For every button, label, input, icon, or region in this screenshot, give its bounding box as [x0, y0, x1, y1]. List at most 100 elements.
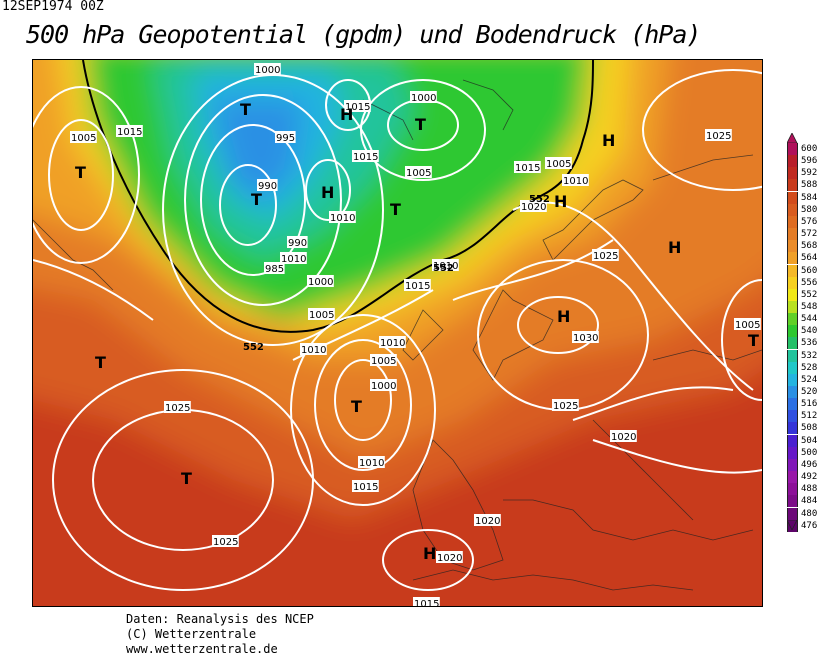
legend-value: 496 — [801, 459, 818, 470]
isobar-label: 1015 — [345, 102, 370, 113]
isobar-label: 1025 — [593, 251, 618, 262]
isobar-label: 1025 — [706, 131, 731, 142]
isobar-label: 1010 — [433, 261, 458, 272]
legend-swatch — [787, 386, 798, 398]
isobar-label-bg — [514, 161, 541, 173]
low-pressure-center: T — [75, 163, 86, 182]
isobar-label-bg — [592, 249, 619, 261]
isobar-label: 990 — [258, 181, 277, 192]
isobar-label-bg — [352, 150, 379, 162]
isobar-label: 1020 — [437, 553, 462, 564]
isobar-label: 1010 — [563, 176, 588, 187]
legend-value: 528 — [801, 362, 818, 373]
isobar-label: 1000 — [411, 93, 436, 104]
legend-value: 488 — [801, 484, 818, 495]
isobar-label-bg — [70, 131, 97, 143]
legend-value: 560 — [801, 265, 818, 276]
legend-value: 536 — [801, 338, 818, 349]
isobar-label: 1000 — [371, 381, 396, 392]
isobar-label-bg — [264, 262, 285, 274]
isobar-label: 1015 — [405, 281, 430, 292]
low-pressure-center: T — [415, 115, 426, 134]
isobar-label-bg — [358, 456, 385, 468]
legend-swatch — [787, 300, 798, 313]
legend-value: 544 — [801, 314, 818, 325]
isobar-label: 1015 — [414, 599, 439, 606]
legend-value: 592 — [801, 168, 818, 179]
isobar-label: 1000 — [255, 65, 280, 76]
isobar-label-bg — [404, 279, 431, 291]
credit-copyright: (C) Wetterzentrale — [126, 627, 257, 641]
isobar-label-bg — [212, 535, 239, 547]
legend-swatch — [787, 434, 798, 447]
isobar-label-bg — [370, 354, 397, 366]
legend-swatch — [787, 228, 798, 241]
isobar-label: 1005 — [71, 133, 96, 144]
isobar-label-bg — [116, 125, 143, 137]
low-pressure-center: T — [390, 200, 401, 219]
isobar-label: 990 — [288, 238, 307, 249]
isobar-label: 1010 — [380, 338, 405, 349]
isobar-label: 1005 — [371, 356, 396, 367]
isobar-label: 1020 — [521, 202, 546, 213]
isobar-label: 995 — [276, 133, 295, 144]
legend-swatch — [787, 179, 798, 192]
low-pressure-center: T — [351, 397, 362, 416]
isobar-label-bg — [280, 252, 307, 264]
isobar-label-bg — [413, 597, 440, 606]
high-pressure-center: H — [554, 192, 567, 211]
isobar-label: 1015 — [353, 152, 378, 163]
isobar-label: 1005 — [546, 159, 571, 170]
high-pressure-center: H — [340, 105, 353, 124]
legend-value: 556 — [801, 277, 818, 288]
isobar-label-bg — [705, 129, 732, 141]
legend-swatch — [787, 349, 798, 362]
legend-value: 476 — [801, 520, 818, 531]
isobar-label-bg — [545, 157, 572, 169]
high-pressure-center: H — [321, 183, 334, 202]
legend-value: 548 — [801, 301, 818, 312]
legend-swatch — [787, 410, 798, 423]
isobar-label-bg — [275, 131, 296, 143]
legend-value: 584 — [801, 192, 818, 203]
legend-swatch — [787, 471, 798, 484]
isobar-label: 985 — [265, 264, 284, 275]
isobars — [33, 69, 762, 591]
isobar-label: 1025 — [553, 401, 578, 412]
isobar-label: 1005 — [406, 168, 431, 179]
legend-value: 600 — [801, 144, 818, 154]
data-credits: Daten: Reanalysis des NCEP (C) Wetterzen… — [126, 612, 314, 657]
isobar-label: 1010 — [359, 458, 384, 469]
isobar-label: 1025 — [165, 403, 190, 414]
legend-value: 588 — [801, 180, 818, 191]
legend-value: 568 — [801, 241, 818, 252]
high-pressure-center: H — [557, 307, 570, 326]
legend-top-arrow — [787, 133, 798, 143]
legend-swatch — [787, 252, 798, 265]
credit-source: Daten: Reanalysis des NCEP — [126, 612, 314, 626]
legend-swatch — [787, 398, 798, 411]
isobar-label: 1020 — [611, 432, 636, 443]
map-date: 12SEP1974 00Z — [2, 0, 104, 14]
color-legend: 600 596 592 588 584 580 576 572 568 564 560 556 552 5… — [787, 133, 822, 533]
weather-map: 1000 1015 1005 1015 1000 995 1015 990 1015 1005 10… — [32, 59, 763, 607]
credit-url: www.wetterzentrale.de — [126, 642, 278, 656]
isobar-label-bg — [610, 430, 637, 442]
low-pressure-center: T — [95, 353, 106, 372]
legend-value: 484 — [801, 496, 818, 507]
legend-swatch — [787, 191, 798, 204]
legend-swatch — [787, 215, 798, 228]
isobar-label: 1015 — [515, 163, 540, 174]
geopotential-field — [33, 60, 762, 606]
legend-swatch — [787, 288, 798, 301]
isobar-label-bg — [329, 211, 356, 223]
isobar-label-bg — [432, 259, 459, 271]
legend-value: 500 — [801, 447, 818, 458]
legend-swatch — [787, 240, 798, 253]
isobar-label: 1005 — [735, 320, 760, 331]
legend-swatch — [787, 203, 798, 216]
legend-swatch — [787, 337, 798, 350]
legend-swatch — [787, 446, 798, 459]
map-title: 500 hPa Geopotential (gpdm) und Bodendru… — [26, 20, 701, 49]
isobar-label: 1030 — [573, 333, 598, 344]
